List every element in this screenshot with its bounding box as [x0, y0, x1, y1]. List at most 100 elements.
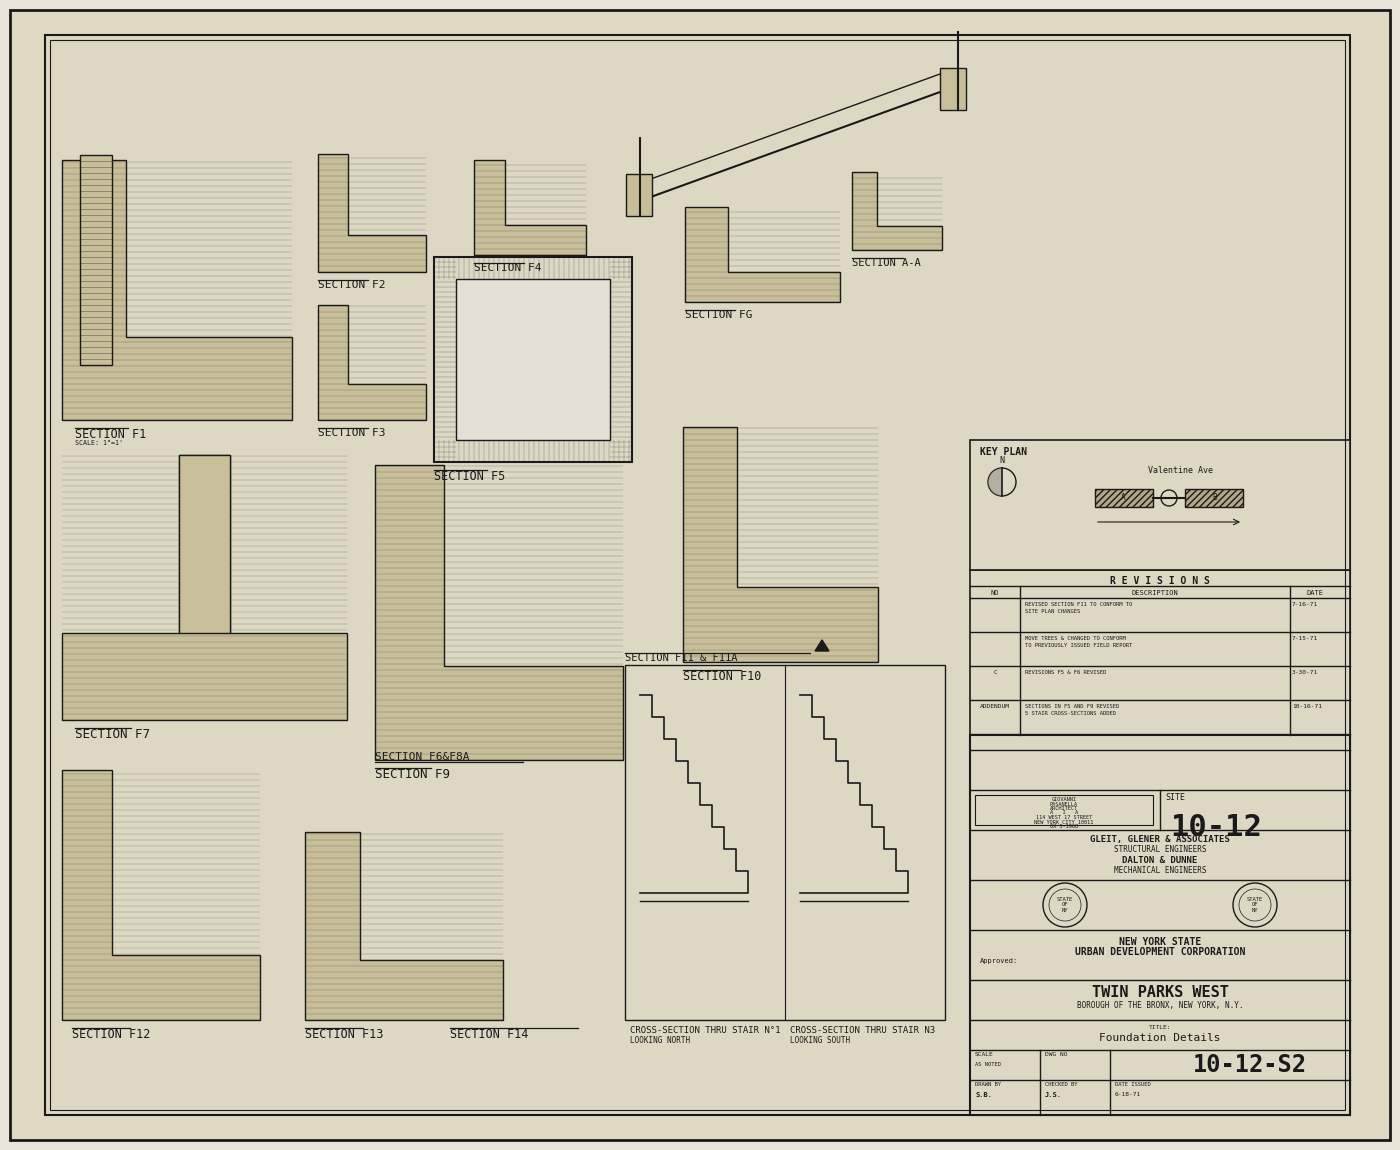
Polygon shape	[62, 160, 293, 420]
Bar	[456, 279, 610, 440]
Text: NO: NO	[991, 590, 1000, 596]
Text: SECTION F7: SECTION F7	[76, 728, 150, 741]
Text: SECTION F14: SECTION F14	[449, 1028, 528, 1041]
Text: DESCRIPTION: DESCRIPTION	[1131, 590, 1179, 596]
Polygon shape	[853, 172, 942, 250]
Bar	[970, 735, 1350, 1116]
Text: TO PREVIOUSLY ISSUED FIELD REPORT: TO PREVIOUSLY ISSUED FIELD REPORT	[1025, 643, 1133, 647]
Text: REVISED SECTION F11 TO CONFORM TO: REVISED SECTION F11 TO CONFORM TO	[1025, 601, 1133, 607]
Text: STRUCTURAL ENGINEERS: STRUCTURAL ENGINEERS	[1114, 845, 1207, 854]
Bar	[970, 440, 1350, 570]
Bar	[1184, 489, 1243, 507]
Text: J.S.: J.S.	[1044, 1092, 1063, 1098]
Text: BOROUGH OF THE BRONX, NEW YORK, N.Y.: BOROUGH OF THE BRONX, NEW YORK, N.Y.	[1077, 1000, 1243, 1010]
Text: SECTION F5: SECTION F5	[434, 470, 505, 483]
Text: DALTON & DUNNE: DALTON & DUNNE	[1123, 856, 1197, 865]
Text: DATE ISSUED: DATE ISSUED	[1114, 1082, 1151, 1087]
Text: SECTION F4: SECTION F4	[475, 263, 542, 273]
Bar	[80, 155, 112, 365]
Polygon shape	[318, 305, 426, 420]
Text: SECTION F1: SECTION F1	[76, 428, 146, 440]
Text: SECTION A-A: SECTION A-A	[853, 258, 921, 268]
Text: SECTION F11 & F11A: SECTION F11 & F11A	[624, 653, 738, 664]
Text: SECTION F9: SECTION F9	[375, 768, 449, 781]
Text: ADDENDUM: ADDENDUM	[980, 704, 1009, 710]
Text: SCALE: 1"=1': SCALE: 1"=1'	[76, 440, 123, 446]
Text: 10-16-71: 10-16-71	[1292, 704, 1322, 710]
Bar	[434, 256, 631, 462]
Text: SECTION F2: SECTION F2	[318, 279, 385, 290]
Text: SECTIONS IN F5 AND F9 REVISED: SECTIONS IN F5 AND F9 REVISED	[1025, 704, 1119, 710]
Text: GLEIT, GLENER & ASSOCIATES: GLEIT, GLENER & ASSOCIATES	[1091, 835, 1229, 844]
Text: 5 STAIR CROSS-SECTIONS ADDED: 5 STAIR CROSS-SECTIONS ADDED	[1025, 711, 1116, 716]
Polygon shape	[318, 154, 426, 273]
Bar	[179, 455, 230, 632]
Text: LOOKING NORTH: LOOKING NORTH	[630, 1036, 690, 1045]
Polygon shape	[683, 427, 878, 662]
Text: SECTION F3: SECTION F3	[318, 428, 385, 438]
Text: 7-15-71: 7-15-71	[1292, 636, 1319, 641]
Wedge shape	[988, 468, 1002, 496]
Text: CROSS-SECTION THRU STAIR N°1: CROSS-SECTION THRU STAIR N°1	[630, 1026, 781, 1035]
Text: MOVE TREES & CHANGED TO CONFORM: MOVE TREES & CHANGED TO CONFORM	[1025, 636, 1126, 641]
Text: MECHANICAL ENGINEERS: MECHANICAL ENGINEERS	[1114, 866, 1207, 875]
Text: NEW YORK STATE: NEW YORK STATE	[1119, 937, 1201, 946]
Polygon shape	[475, 160, 587, 255]
Text: S.B.: S.B.	[974, 1092, 993, 1098]
Text: C: C	[993, 670, 997, 675]
Text: TWIN PARKS WEST: TWIN PARKS WEST	[1092, 986, 1228, 1000]
Text: SECTION F10: SECTION F10	[683, 670, 762, 683]
Text: ARCHITECT: ARCHITECT	[1050, 806, 1078, 811]
Text: CHECKED BY: CHECKED BY	[1044, 1082, 1078, 1087]
Polygon shape	[62, 455, 347, 720]
Bar	[970, 570, 1350, 735]
Text: DATE: DATE	[1306, 590, 1323, 596]
Text: DRAWN BY: DRAWN BY	[974, 1082, 1001, 1087]
Text: KEY PLAN: KEY PLAN	[980, 447, 1028, 457]
Text: SITE PLAN CHANGES: SITE PLAN CHANGES	[1025, 610, 1081, 614]
Text: 114 WEST 17 STREET: 114 WEST 17 STREET	[1036, 815, 1092, 820]
Text: CROSS-SECTION THRU STAIR N3: CROSS-SECTION THRU STAIR N3	[790, 1026, 935, 1035]
Text: A: A	[1120, 493, 1126, 503]
Text: SECTION F13: SECTION F13	[305, 1028, 384, 1041]
Text: 7-16-71: 7-16-71	[1292, 601, 1319, 607]
Text: Valentine Ave: Valentine Ave	[1148, 466, 1212, 475]
Text: PASANELLA: PASANELLA	[1050, 802, 1078, 806]
Text: Approved:: Approved:	[980, 958, 1018, 964]
Text: B: B	[1212, 493, 1218, 503]
Text: AS NOTED: AS NOTED	[974, 1061, 1001, 1067]
Bar	[626, 174, 652, 216]
Text: 10-12: 10-12	[1170, 813, 1261, 842]
Polygon shape	[62, 770, 260, 1020]
Polygon shape	[685, 207, 840, 302]
Polygon shape	[305, 831, 503, 1020]
Text: STATE
OF
NY: STATE OF NY	[1057, 897, 1074, 913]
Text: DWG NO: DWG NO	[1044, 1052, 1067, 1057]
Text: SECTION F6&F8A: SECTION F6&F8A	[375, 752, 469, 762]
Text: OX 5-1968: OX 5-1968	[1050, 825, 1078, 829]
Text: SECTION FG: SECTION FG	[685, 310, 753, 320]
Text: URBAN DEVELOPMENT CORPORATION: URBAN DEVELOPMENT CORPORATION	[1075, 946, 1245, 957]
Text: SECTION F12: SECTION F12	[71, 1028, 150, 1041]
Text: N: N	[1000, 457, 1005, 465]
Text: GIOVANNI: GIOVANNI	[1051, 797, 1077, 802]
Text: R E V I S I O N S: R E V I S I O N S	[1110, 576, 1210, 586]
Text: STATE
OF
NY: STATE OF NY	[1247, 897, 1263, 913]
Text: NEW YORK CITY 10011: NEW YORK CITY 10011	[1035, 820, 1093, 825]
Text: TITLE:: TITLE:	[1149, 1025, 1172, 1030]
Polygon shape	[375, 465, 623, 760]
Text: 10-12-S2: 10-12-S2	[1193, 1053, 1308, 1078]
Text: LOOKING SOUTH: LOOKING SOUTH	[790, 1036, 850, 1045]
Text: SITE: SITE	[1165, 793, 1184, 802]
Bar	[1095, 489, 1154, 507]
Text: SCALE: SCALE	[974, 1052, 994, 1057]
Bar	[624, 665, 945, 1020]
Bar	[939, 68, 966, 110]
Bar	[974, 795, 1154, 825]
Text: REVISIONS F5 & F6 REVISED: REVISIONS F5 & F6 REVISED	[1025, 670, 1106, 675]
Polygon shape	[815, 641, 829, 651]
Text: Foundation Details: Foundation Details	[1099, 1033, 1221, 1043]
Text: 3-30-71: 3-30-71	[1292, 670, 1319, 675]
Text: A   I   A: A I A	[1050, 811, 1078, 815]
Text: 6-18-71: 6-18-71	[1114, 1092, 1141, 1097]
